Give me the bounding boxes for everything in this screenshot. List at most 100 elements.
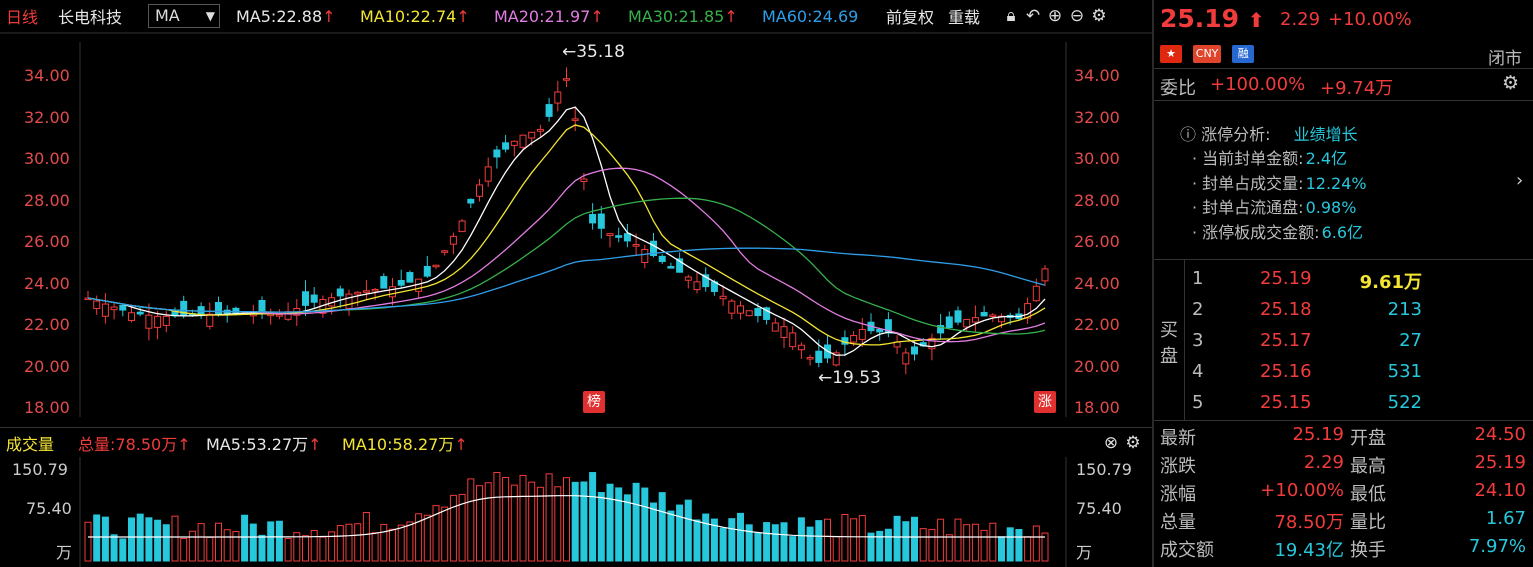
limit-up-row-label: · 涨停板成交金额: bbox=[1192, 222, 1320, 242]
stock-name: 长电科技 bbox=[58, 8, 123, 27]
bid-price[interactable]: 25.15 bbox=[1260, 392, 1312, 413]
bid-level: 4 bbox=[1192, 361, 1204, 382]
limit-up-tag[interactable]: 涨 bbox=[1034, 391, 1056, 413]
price-tick-right: 20.00 bbox=[1074, 356, 1120, 376]
stat-label: 最新 bbox=[1160, 428, 1196, 449]
stat-value: 1.67 bbox=[1485, 508, 1526, 529]
volume-axis-top-left: 150.79 bbox=[12, 460, 68, 479]
price-tick-right: 30.00 bbox=[1074, 149, 1120, 168]
gear-icon[interactable]: ⚙ bbox=[1091, 6, 1107, 26]
zoom-in-icon[interactable]: ⊕ bbox=[1047, 6, 1063, 26]
margin-icon: 融 bbox=[1232, 44, 1255, 63]
quote-change: 2.29 bbox=[1280, 9, 1321, 30]
bid-volume: 522 bbox=[1387, 392, 1422, 413]
candlestick-chart[interactable] bbox=[0, 32, 1152, 427]
china-flag-icon: ★ bbox=[1160, 44, 1182, 63]
gear-icon[interactable]: ⚙ bbox=[1502, 72, 1520, 94]
zoom-out-icon[interactable]: ⊖ bbox=[1069, 6, 1085, 26]
bid-price[interactable]: 25.18 bbox=[1260, 299, 1312, 320]
cny-icon: CNY bbox=[1193, 44, 1222, 63]
limit-up-row-label: · 当前封单金额: bbox=[1192, 149, 1304, 168]
stat-value: +10.00% bbox=[1260, 480, 1344, 501]
volume-axis-unit-right: 万 bbox=[1076, 543, 1093, 562]
stat-label: 涨跌 bbox=[1160, 456, 1196, 477]
limit-up-row-value: 6.6亿 bbox=[1321, 222, 1364, 242]
chart-toolbar: 日线 长电科技 MA ▼ MA5:22.88↑ MA10:22.74↑ MA20… bbox=[0, 0, 1152, 32]
lock-icon[interactable]: 🔒︎ bbox=[1006, 6, 1016, 26]
volume-axis-unit-left: 万 bbox=[56, 543, 73, 562]
gear-icon[interactable]: ⚙ bbox=[1125, 433, 1141, 453]
price-tick-right: 32.00 bbox=[1074, 107, 1120, 127]
limit-up-title: 涨停分析: bbox=[1201, 125, 1271, 144]
quote-pct: +10.00% bbox=[1328, 9, 1412, 30]
price-tick-left: 22.00 bbox=[24, 315, 70, 334]
limit-up-row-label: · 封单占成交量: bbox=[1192, 173, 1304, 193]
stat-label: 总量 bbox=[1160, 512, 1196, 533]
limit-up-row: · 涨停板成交金额: 6.6亿 bbox=[1192, 219, 1363, 243]
bid-price[interactable]: 25.17 bbox=[1260, 330, 1312, 351]
volume-axis-mid-right: 75.40 bbox=[1076, 499, 1122, 518]
price-tick-left: 24.00 bbox=[24, 273, 70, 293]
limit-up-row-value: 2.4亿 bbox=[1305, 149, 1348, 168]
volume-ma10: MA10:58.27万↑ bbox=[342, 435, 468, 454]
price-tick-right: 26.00 bbox=[1074, 232, 1120, 251]
bid-volume: 531 bbox=[1387, 361, 1422, 382]
price-tick-right: 24.00 bbox=[1074, 273, 1120, 293]
bid-price[interactable]: 25.19 bbox=[1260, 268, 1312, 289]
limit-up-row: · 封单占流通盘: 0.98% bbox=[1192, 194, 1356, 218]
limit-up-row-value: 0.98% bbox=[1305, 198, 1357, 217]
price-tick-left: 32.00 bbox=[24, 107, 70, 127]
stat-label: 涨幅 bbox=[1160, 484, 1196, 505]
stat-value: 25.19 bbox=[1292, 424, 1344, 445]
stat-value: 24.50 bbox=[1474, 424, 1526, 445]
weibi-amount: +9.74万 bbox=[1320, 78, 1394, 99]
bid-price[interactable]: 25.16 bbox=[1260, 361, 1312, 382]
limit-up-row-label: · 封单占流通盘: bbox=[1192, 198, 1304, 217]
undo-icon[interactable]: ↶ bbox=[1025, 6, 1041, 26]
stat-value: 24.10 bbox=[1474, 480, 1526, 501]
high-annotation: ←35.18 bbox=[562, 42, 625, 62]
stat-label: 量比 bbox=[1350, 512, 1386, 533]
bid-volume: 213 bbox=[1387, 299, 1422, 320]
bid-level: 5 bbox=[1192, 392, 1204, 413]
adjust-button[interactable]: 前复权 bbox=[886, 8, 935, 27]
price-tick-left: 18.00 bbox=[24, 398, 70, 417]
chevron-right-icon[interactable]: › bbox=[1516, 170, 1524, 191]
ma5-readout: MA5:22.88↑ bbox=[236, 6, 336, 26]
flag-row: ★ CNY 融 bbox=[1160, 43, 1260, 63]
limit-up-title-row: ⓘ 涨停分析: 业绩增长 bbox=[1180, 121, 1358, 145]
stat-value: 2.29 bbox=[1303, 452, 1344, 473]
price-tick-left: 28.00 bbox=[24, 190, 70, 210]
market-status: 闭市 bbox=[1488, 49, 1522, 69]
bid-level: 2 bbox=[1192, 299, 1204, 320]
limit-up-reason[interactable]: 业绩增长 bbox=[1293, 125, 1358, 144]
bid-label: 买盘 bbox=[1160, 320, 1178, 367]
stat-value: 19.43亿 bbox=[1274, 540, 1344, 561]
price-tick-right: 22.00 bbox=[1074, 315, 1120, 334]
ma20-readout: MA20:21.97↑ bbox=[494, 6, 604, 26]
volume-title: 成交量 bbox=[6, 435, 55, 454]
quote-price: 25.19 ⬆ bbox=[1160, 4, 1265, 33]
stat-label: 最高 bbox=[1350, 456, 1386, 477]
weibi-pct: +100.00% bbox=[1210, 74, 1306, 95]
ma30-readout: MA30:21.85↑ bbox=[628, 6, 738, 26]
rank-tag[interactable]: 榜 bbox=[583, 391, 605, 413]
stat-label: 最低 bbox=[1350, 484, 1386, 505]
limit-up-row: · 封单占成交量: 12.24% bbox=[1192, 170, 1367, 194]
stat-value: 7.97% bbox=[1468, 536, 1526, 557]
reload-button[interactable]: 重载 bbox=[948, 8, 981, 27]
period-label[interactable]: 日线 bbox=[6, 8, 39, 27]
price-tick-left: 20.00 bbox=[24, 356, 70, 376]
price-tick-right: 18.00 bbox=[1074, 398, 1120, 417]
volume-chart[interactable] bbox=[0, 457, 1152, 567]
indicator-value: MA bbox=[155, 6, 180, 25]
limit-up-row: · 当前封单金额: 2.4亿 bbox=[1192, 145, 1347, 169]
volume-header: 成交量 总量:78.50万↑ MA5:53.27万↑ MA10:58.27万↑ … bbox=[0, 427, 1152, 458]
indicator-select[interactable]: MA ▼ bbox=[148, 4, 220, 28]
chevron-down-icon: ▼ bbox=[205, 9, 215, 23]
price-tick-left: 34.00 bbox=[24, 66, 70, 85]
close-icon[interactable]: ⊗ bbox=[1103, 433, 1119, 453]
ma60-readout: MA60:24.69 bbox=[762, 6, 859, 26]
price-tick-right: 34.00 bbox=[1074, 66, 1120, 85]
low-annotation: ←19.53 bbox=[818, 368, 881, 388]
